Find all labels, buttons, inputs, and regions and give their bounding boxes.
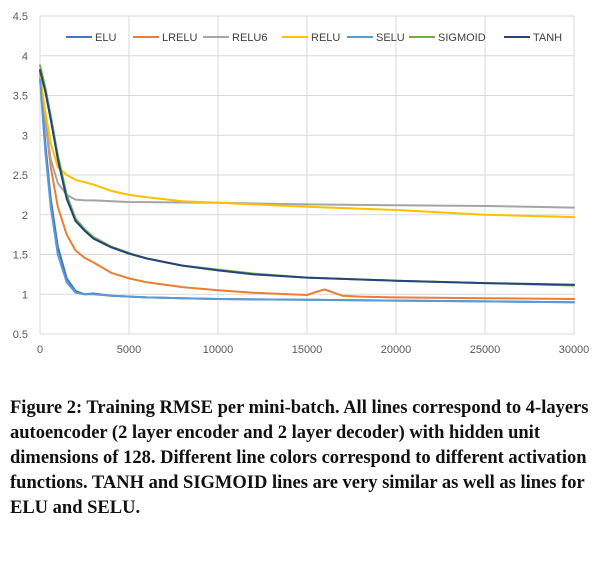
y-tick-label: 2.5: [13, 170, 28, 182]
legend: ELU LRELU RELU6 RELU SELU SIGMOID TANH: [66, 32, 562, 44]
legend-item-relu: RELU: [282, 32, 340, 44]
legend-label: TANH: [533, 32, 562, 44]
series-line-tanh: [39, 69, 575, 286]
legend-item-lrelu: LRELU: [133, 32, 198, 44]
series-line-relu6: [39, 70, 575, 209]
y-tick-label: 4.5: [13, 11, 28, 23]
y-tick-label: 1.5: [13, 250, 28, 262]
legend-item-relu6: RELU6: [203, 32, 267, 44]
y-axis-ticks: 0.5 1 1.5 2 2.5 3 3.5 4 4.5: [13, 11, 28, 341]
figure-caption: Figure 2: Training RMSE per mini-batch. …: [10, 398, 589, 518]
x-tick-label: 30000: [559, 344, 590, 356]
x-axis-ticks: 0 5000 10000 15000 20000 25000 30000: [37, 344, 589, 356]
legend-label: RELU6: [232, 32, 267, 44]
legend-label: RELU: [311, 32, 340, 44]
y-tick-label: 2: [22, 210, 28, 222]
x-tick-label: 5000: [117, 344, 141, 356]
legend-label: LRELU: [162, 32, 198, 44]
series-line-lrelu: [39, 72, 575, 300]
legend-item-sigmoid: SIGMOID: [409, 32, 486, 44]
x-tick-label: 25000: [470, 344, 501, 356]
y-tick-label: 3.5: [13, 91, 28, 103]
line-chart: 0.5 1 1.5 2 2.5 3 3.5 4 4.5 0 5000 10000 15000 20000…: [13, 11, 590, 356]
x-tick-label: 10000: [203, 344, 234, 356]
legend-item-tanh: TANH: [504, 32, 562, 44]
legend-label: SIGMOID: [438, 32, 486, 44]
y-tick-label: 0.5: [13, 329, 28, 341]
y-tick-label: 1: [22, 289, 28, 301]
legend-label: SELU: [376, 32, 405, 44]
legend-item-elu: ELU: [66, 32, 116, 44]
x-tick-label: 0: [37, 344, 43, 356]
gridlines: [39, 15, 575, 335]
y-tick-label: 4: [22, 51, 28, 63]
x-tick-label: 15000: [292, 344, 323, 356]
series-lines: [39, 64, 575, 304]
x-tick-label: 20000: [381, 344, 412, 356]
legend-item-selu: SELU: [347, 32, 405, 44]
series-line-relu: [39, 74, 575, 219]
y-tick-label: 3: [22, 130, 28, 142]
series-line-selu: [39, 78, 575, 304]
legend-label: ELU: [95, 32, 116, 44]
